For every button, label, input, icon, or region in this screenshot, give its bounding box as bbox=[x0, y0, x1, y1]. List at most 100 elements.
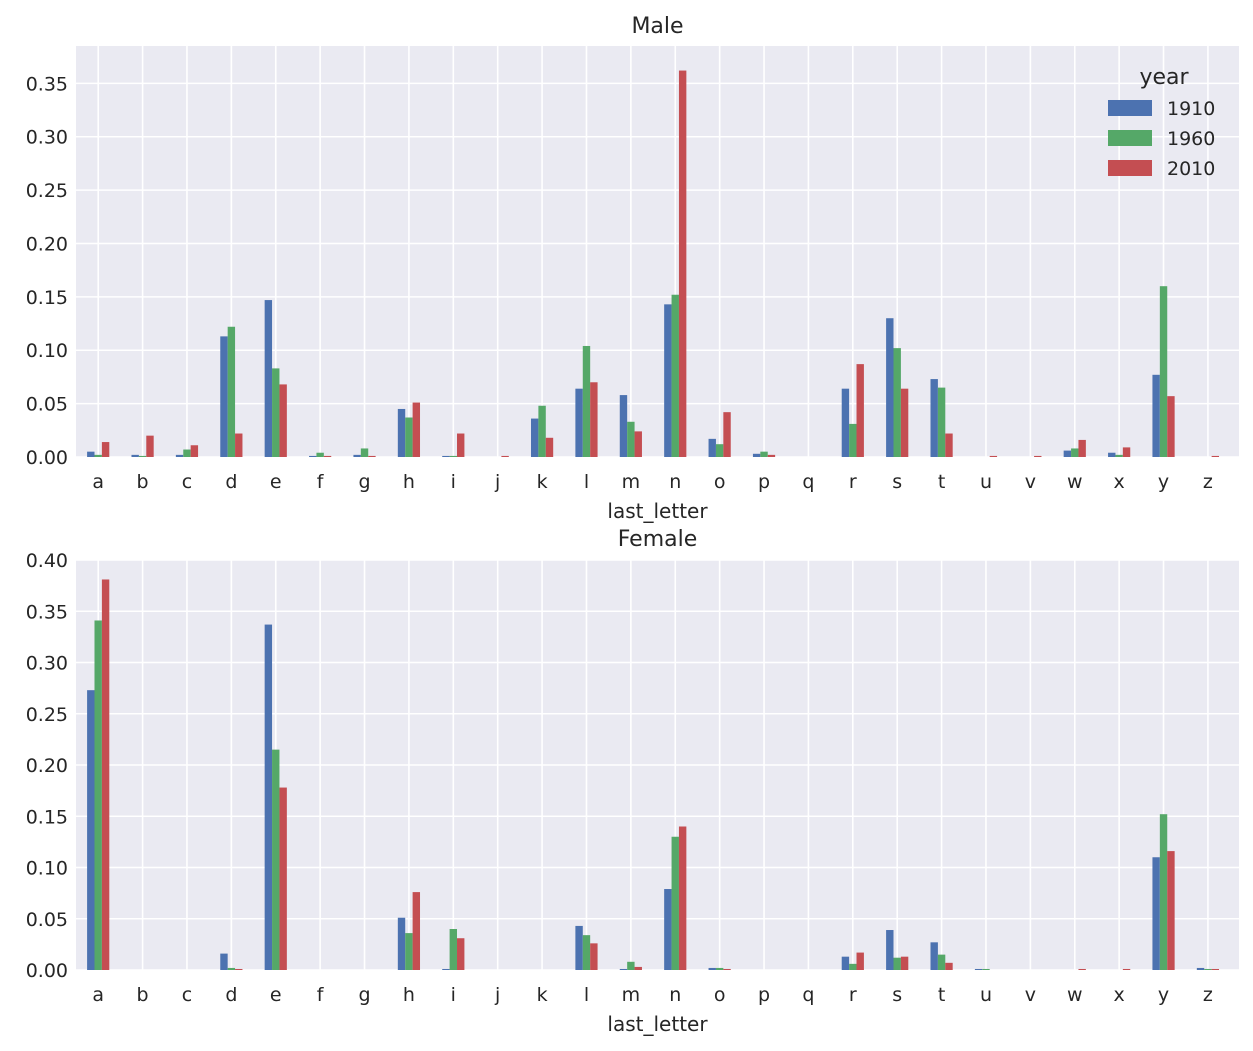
y-tick-label: 0.20 bbox=[26, 755, 68, 777]
x-tick-label: y bbox=[1158, 984, 1169, 1006]
x-tick-label: h bbox=[403, 984, 415, 1006]
bar-1960-a bbox=[94, 454, 102, 457]
bar-1910-n bbox=[664, 304, 672, 457]
x-tick-label: h bbox=[403, 471, 415, 493]
bar-1960-c bbox=[183, 449, 191, 457]
bar-1960-a bbox=[94, 620, 102, 970]
bar-2010-y bbox=[1167, 851, 1175, 970]
y-tick-label: 0.30 bbox=[26, 653, 68, 675]
y-tick-label: 0.20 bbox=[26, 233, 68, 255]
bar-2010-s bbox=[900, 388, 909, 457]
bar-2010-f bbox=[323, 455, 332, 457]
bar-1910-h bbox=[397, 917, 406, 970]
bar-1960-n bbox=[671, 294, 679, 457]
x-tick-label: d bbox=[225, 471, 237, 493]
bar-1960-p bbox=[760, 451, 768, 457]
bar-1960-t bbox=[937, 387, 946, 457]
chart-title: Male bbox=[631, 14, 683, 39]
x-tick-label: j bbox=[494, 984, 500, 1006]
plot-area bbox=[76, 46, 1239, 457]
y-tick-label: 0.00 bbox=[26, 960, 68, 982]
y-tick-label: 0.15 bbox=[26, 806, 68, 828]
bar-2010-y bbox=[1167, 396, 1175, 457]
bar-2010-h bbox=[412, 892, 421, 970]
bar-1960-d bbox=[227, 967, 236, 970]
bar-1960-i bbox=[449, 929, 458, 970]
bar-1910-g bbox=[353, 454, 361, 457]
bar-1960-s bbox=[893, 348, 901, 457]
x-tick-label: q bbox=[802, 471, 814, 493]
bar-2010-j bbox=[501, 455, 509, 457]
x-tick-label: o bbox=[714, 471, 726, 493]
legend-swatch-2010 bbox=[1108, 160, 1152, 176]
bar-1960-e bbox=[272, 368, 280, 457]
bar-2010-r bbox=[856, 364, 864, 457]
y-tick-label: 0.25 bbox=[26, 704, 68, 726]
bar-2010-a bbox=[101, 442, 110, 457]
bar-2010-b bbox=[146, 435, 154, 457]
bar-2010-x bbox=[1122, 968, 1131, 970]
bar-1910-f bbox=[309, 455, 317, 457]
x-tick-label: z bbox=[1203, 984, 1213, 1006]
bar-1960-i bbox=[449, 455, 458, 457]
y-tick-label: 0.00 bbox=[26, 447, 68, 469]
x-tick-label: k bbox=[537, 984, 548, 1006]
x-tick-label: s bbox=[892, 471, 902, 493]
x-tick-label: f bbox=[317, 471, 325, 493]
bar-2010-x bbox=[1122, 447, 1131, 457]
x-tick-label: x bbox=[1114, 471, 1125, 493]
bar-1960-z bbox=[1204, 968, 1212, 970]
x-tick-label: w bbox=[1067, 984, 1083, 1006]
x-tick-label: m bbox=[622, 471, 641, 493]
y-tick-label: 0.05 bbox=[26, 394, 68, 416]
x-tick-label: b bbox=[137, 984, 149, 1006]
bar-2010-w bbox=[1078, 968, 1086, 970]
x-tick-label: i bbox=[451, 471, 456, 493]
x-tick-label: d bbox=[225, 984, 237, 1006]
x-tick-label: z bbox=[1203, 471, 1213, 493]
bar-1960-l bbox=[582, 345, 591, 457]
y-tick-label: 0.35 bbox=[26, 73, 68, 95]
bar-2010-g bbox=[368, 455, 376, 457]
bar-1910-d bbox=[220, 336, 228, 457]
bar-2010-t bbox=[945, 962, 953, 970]
bar-2010-v bbox=[1034, 455, 1042, 457]
bar-1910-k bbox=[530, 418, 539, 457]
female-chart: 0.00 0.05 0.10 0.15 0.20 0.25 0.30 0.35 0.40 a b c d… bbox=[26, 527, 1239, 1036]
bar-1910-o bbox=[708, 967, 716, 970]
x-tick-label: n bbox=[669, 471, 681, 493]
x-tick-label: n bbox=[669, 984, 681, 1006]
x-tick-label: e bbox=[270, 471, 282, 493]
bar-1960-w bbox=[1071, 448, 1079, 457]
y-tick-label: 0.05 bbox=[26, 909, 68, 931]
bar-1910-a bbox=[87, 690, 95, 970]
bar-1960-l bbox=[582, 935, 591, 970]
x-tick-label: a bbox=[92, 984, 104, 1006]
bar-2010-c bbox=[190, 445, 199, 457]
x-tick-label: u bbox=[980, 471, 992, 493]
bar-1910-t bbox=[930, 379, 938, 457]
bar-1910-s bbox=[886, 318, 894, 457]
y-tick-label: 0.10 bbox=[26, 340, 68, 362]
x-tick-label: b bbox=[137, 471, 149, 493]
bar-2010-h bbox=[412, 402, 421, 457]
x-tick-label: l bbox=[584, 984, 589, 1006]
x-tick-label: t bbox=[938, 984, 945, 1006]
x-tick-label: o bbox=[714, 984, 726, 1006]
bar-1960-e bbox=[272, 749, 280, 970]
bar-1960-y bbox=[1159, 814, 1168, 970]
bar-2010-e bbox=[279, 384, 287, 457]
bar-1960-b bbox=[138, 455, 147, 457]
bar-2010-e bbox=[279, 787, 287, 970]
bar-1910-r bbox=[841, 956, 850, 970]
bar-1910-w bbox=[1063, 450, 1072, 457]
bar-1910-m bbox=[619, 968, 628, 970]
bar-1960-d bbox=[227, 326, 236, 457]
x-tick-label: s bbox=[892, 984, 902, 1006]
bar-2010-l bbox=[590, 382, 598, 457]
bar-1960-r bbox=[849, 963, 857, 970]
x-tick-label: j bbox=[494, 471, 500, 493]
x-tick-label: k bbox=[537, 471, 548, 493]
x-tick-label: r bbox=[849, 984, 857, 1006]
